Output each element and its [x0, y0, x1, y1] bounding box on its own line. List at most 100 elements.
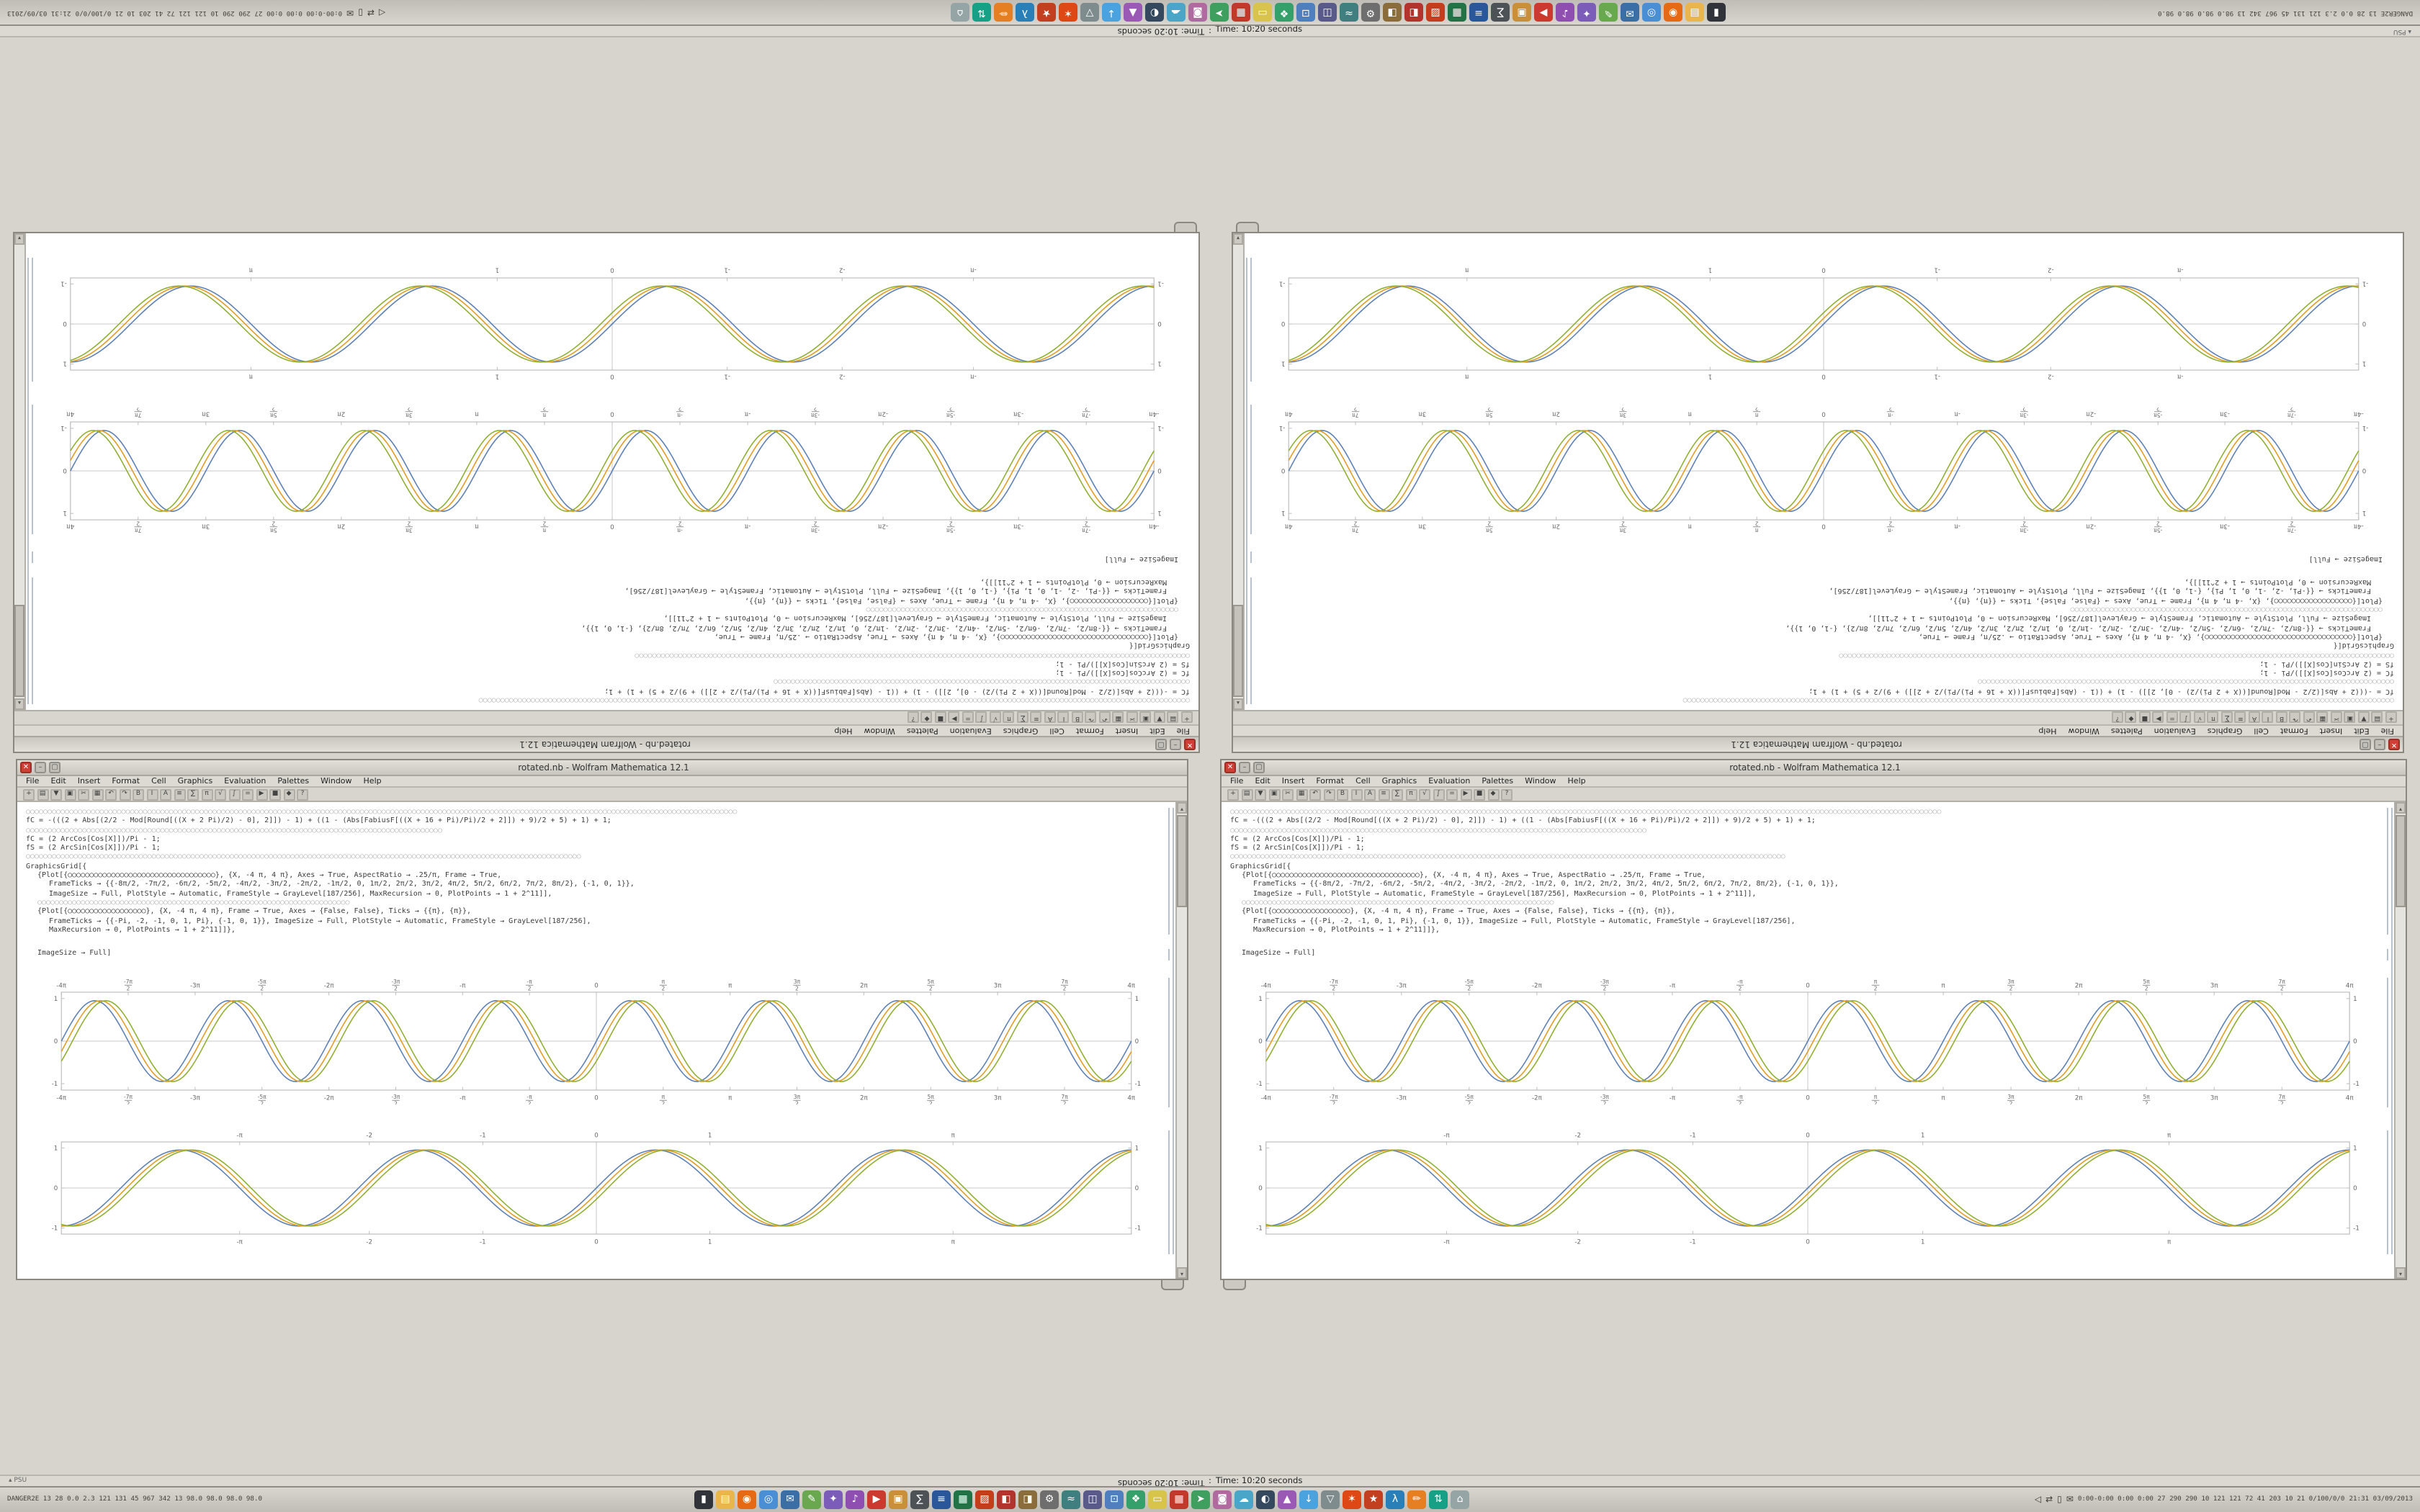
plot-upper-graphic[interactable]: -4π-4π-7π2-7π2-3π-3π-5π2-5π2-2π-2π-3π2-3…	[30, 978, 1162, 1105]
menu-item[interactable]: Cell	[1355, 777, 1371, 786]
pi-icon[interactable]: π	[1003, 712, 1015, 724]
window-minimize-button[interactable]: –	[35, 762, 46, 773]
code-line[interactable]: fC = (2 ArcCos[Cos[X]])/Pi - 1;	[1230, 834, 1365, 844]
battery-icon[interactable]: ▯	[2057, 1495, 2062, 1505]
window-titlebar[interactable]: ✕ – ▢ rotated.nb - Wolfram Mathematica 1…	[1233, 736, 2403, 752]
cut-icon[interactable]: ✂	[1282, 788, 1294, 800]
menu-item[interactable]: Window	[864, 726, 895, 735]
wolfram-icon[interactable]: ✶	[1343, 1490, 1362, 1509]
integral-icon[interactable]: ∫	[228, 788, 240, 800]
network-tool-icon[interactable]: ⇅	[972, 3, 991, 22]
plot-upper-graphic[interactable]: -4π-4π-7π2-7π2-3π-3π-5π2-5π2-2π-2π-3π2-3…	[39, 407, 1186, 534]
code-line[interactable]: ImageSize → Full, PlotStyle → Automatic,…	[663, 613, 1167, 623]
menu-item[interactable]: Edit	[1255, 777, 1270, 786]
search-icon[interactable]: ◆	[921, 712, 933, 724]
search-icon[interactable]: ◆	[1487, 788, 1499, 800]
help-icon[interactable]: ?	[1501, 788, 1512, 800]
vertical-scrollbar[interactable]: ▴ ▾	[1233, 233, 1245, 710]
menu-item[interactable]: Cell	[151, 777, 166, 786]
code-line[interactable]: fC = -(((2 + Abs[(2/2 - Mod[Round[((X + …	[604, 686, 1190, 696]
disk-utility-icon[interactable]: ◫	[1083, 1490, 1103, 1509]
notebook-content[interactable]: ○○○○○○○○○○○○○○○○○○○○○○○○○○○○○○○○○○○○○○○○…	[26, 233, 1198, 710]
browser-alt-icon[interactable]: ◎	[759, 1490, 779, 1509]
games-icon[interactable]: ▲	[1123, 3, 1142, 22]
menu-item[interactable]: Help	[2038, 726, 2057, 735]
screenshot-icon[interactable]: ⊡	[1105, 1490, 1124, 1509]
code-line[interactable]: GraphicsGrid[{	[1230, 862, 1291, 871]
mathematica-window[interactable]: ✕ – ▢ rotated.nb - Wolfram Mathematica 1…	[13, 232, 1200, 753]
open-icon[interactable]: ▤	[2372, 712, 2383, 724]
code-line[interactable]: ○○○○○○○○○○○○○○○○○○○○○○○○○○○○○○○○○○○○○○○○…	[1839, 650, 2394, 660]
presentation-icon[interactable]: ▨	[975, 1490, 995, 1509]
copy-icon[interactable]: ▦	[1113, 712, 1124, 724]
menu-item[interactable]: File	[26, 777, 40, 786]
ide-icon[interactable]: ✦	[824, 1490, 843, 1509]
code-line[interactable]: ○○○○○○○○○○○○○○○○○○○○○○○○○○○○○○○○○○○○○○○○…	[26, 852, 581, 862]
menu-item[interactable]: Edit	[50, 777, 66, 786]
integral-icon[interactable]: ∫	[2180, 712, 2192, 724]
menu-item[interactable]: Insert	[77, 777, 101, 786]
menu-item[interactable]: File	[1176, 726, 1190, 735]
print-icon[interactable]: ▣	[64, 788, 76, 800]
new-notebook-icon[interactable]: +	[1181, 712, 1193, 724]
code-line[interactable]: MaxRecursion → 0, PlotPoints → 1 + 2^11]…	[2184, 577, 2371, 587]
window-maximize-button[interactable]: ▢	[1253, 762, 1265, 773]
sum-icon[interactable]: ∑	[187, 788, 199, 800]
video-player-icon[interactable]: ▶	[1533, 3, 1553, 22]
window-edge-tab[interactable]	[1236, 222, 1259, 232]
text-editor-icon[interactable]: ✎	[802, 1490, 822, 1509]
menu-item[interactable]: Graphics	[1381, 777, 1417, 786]
terminal-icon[interactable]: ▮	[694, 1490, 714, 1509]
copy-icon[interactable]: ▦	[91, 788, 103, 800]
code-line[interactable]: {Plot[{○○○○○○○○○○○○○○○○○○}, {X, -4 π, 4 …	[37, 907, 472, 917]
menu-item[interactable]: Format	[2280, 726, 2308, 735]
save-icon[interactable]: ▼	[2358, 712, 2370, 724]
italic-icon[interactable]: I	[1350, 788, 1362, 800]
window-close-button[interactable]: ✕	[20, 762, 32, 773]
font-icon[interactable]: A	[1364, 788, 1376, 800]
align-icon[interactable]: ≡	[1378, 788, 1389, 800]
chat-icon[interactable]: ❖	[1126, 1490, 1146, 1509]
print-icon[interactable]: ▣	[1268, 788, 1280, 800]
help-icon[interactable]: ?	[297, 788, 308, 800]
window-titlebar[interactable]: ✕ – ▢ rotated.nb - Wolfram Mathematica 1…	[1222, 760, 2406, 776]
menu-item[interactable]: Graphics	[2207, 726, 2243, 735]
scroll-down-arrow[interactable]: ▾	[1177, 1267, 1187, 1279]
image-viewer-icon[interactable]: ▣	[889, 1490, 908, 1509]
italic-icon[interactable]: I	[1058, 712, 1070, 724]
abort-icon[interactable]: ■	[2139, 712, 2151, 724]
menu-item[interactable]: Graphics	[1003, 726, 1039, 735]
scrollbar-thumb[interactable]	[1177, 815, 1187, 907]
sum-icon[interactable]: ∑	[2221, 712, 2233, 724]
code-line[interactable]: ImageSize → Full, PlotStyle → Automatic,…	[1868, 613, 2371, 623]
code-line[interactable]: ○○○○○○○○○○○○○○○○○○○○○○○○○○○○○○○○○○○○○○○○…	[1682, 696, 2394, 704]
window-titlebar[interactable]: ✕ – ▢ rotated.nb - Wolfram Mathematica 1…	[14, 736, 1198, 752]
music-player-icon[interactable]: ♪	[1555, 3, 1574, 22]
italic-icon[interactable]: I	[146, 788, 158, 800]
network-icon[interactable]: ⇄	[367, 7, 375, 17]
downloads-icon[interactable]: ↓	[1299, 1490, 1319, 1509]
screenshot-icon[interactable]: ⊡	[1296, 3, 1315, 22]
music-player-icon[interactable]: ♪	[846, 1490, 865, 1509]
code-line[interactable]: GraphicsGrid[{	[2333, 641, 2394, 650]
abort-icon[interactable]: ■	[935, 712, 946, 724]
italic-icon[interactable]: I	[2262, 712, 2274, 724]
sum-icon[interactable]: ∑	[1392, 788, 1403, 800]
plot-upper-graphic[interactable]: -4π-4π-7π2-7π2-3π-3π-5π2-5π2-2π-2π-3π2-3…	[1258, 407, 2390, 534]
spreadsheet-icon[interactable]: ▦	[1447, 3, 1466, 22]
code-line[interactable]: FrameTicks → {{-8π/2, -7π/2, -6π/2, -5π/…	[581, 623, 1167, 632]
menu-item[interactable]: Format	[1075, 726, 1104, 735]
window-close-button[interactable]: ✕	[1224, 762, 1236, 773]
menu-item[interactable]: Format	[112, 777, 140, 786]
notes-icon[interactable]: ▭	[1148, 1490, 1168, 1509]
menu-item[interactable]: Insert	[2319, 726, 2343, 735]
code-line[interactable]: {Plot[{○○○○○○○○○○○○○○○○○○}, {X, -4 π, 4 …	[1948, 595, 2383, 605]
menu-item[interactable]: Cell	[2254, 726, 2269, 735]
pdf-reader-icon[interactable]: ◧	[997, 1490, 1016, 1509]
menu-item[interactable]: Help	[834, 726, 853, 735]
clock-app-icon[interactable]: ◐	[1144, 3, 1164, 22]
sqrt-icon[interactable]: √	[2194, 712, 2205, 724]
code-line[interactable]: ○○○○○○○○○○○○○○○○○○○○○○○○○○○○○○○○○○○○○○○○…	[26, 826, 442, 835]
font-icon[interactable]: A	[1044, 712, 1056, 724]
web-browser-icon[interactable]: ◉	[738, 1490, 757, 1509]
